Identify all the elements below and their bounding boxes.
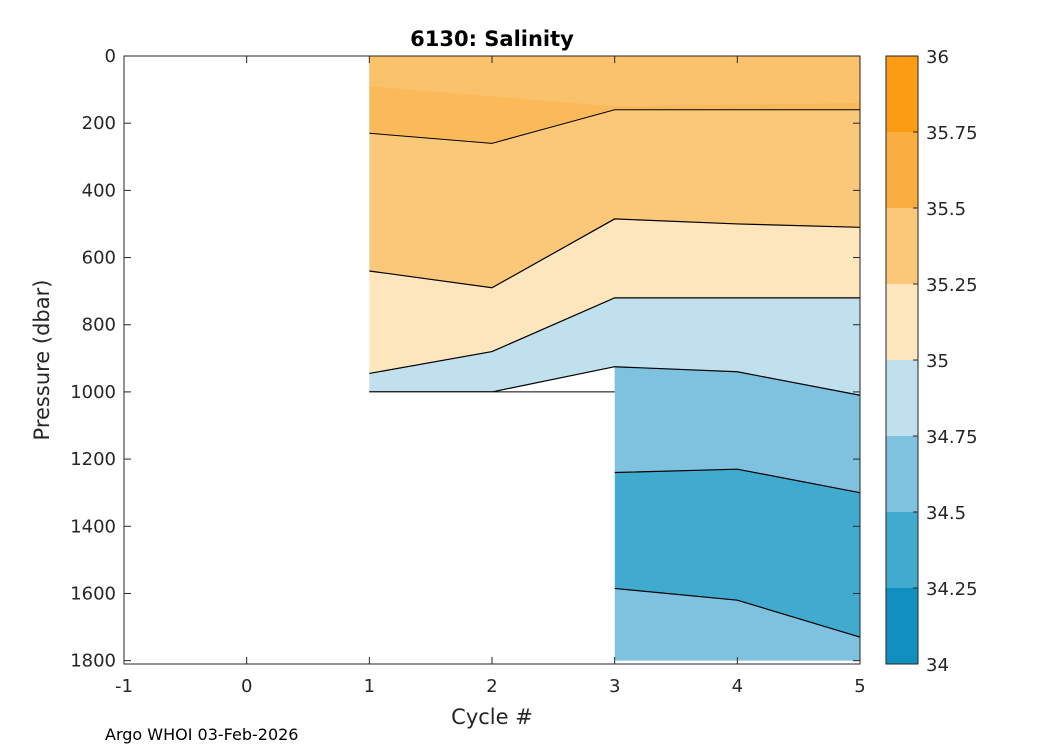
y-axis-ticks: 0 200 400 600 800 1000 1200 1400 1600 1800 [70, 46, 860, 672]
no-data-mask [369, 391, 615, 664]
x-tick-label: 0 [241, 676, 252, 697]
colorbar-segment [886, 284, 918, 360]
x-tick-label: 2 [486, 676, 497, 697]
surface-patch [369, 56, 860, 107]
band-34.5-34.75 [614, 366, 860, 493]
colorbar-tick-label: 36 [926, 47, 949, 68]
colorbar-tick-label: 34 [926, 655, 949, 676]
band-35.0-35.25 [369, 218, 860, 374]
y-axis-label: Pressure (dbar) [30, 280, 54, 441]
y-tick-label: 400 [82, 180, 116, 201]
y-tick-label: 1600 [70, 583, 116, 604]
contour-fill-layer [369, 56, 860, 661]
band-bottom-34.5-34.75 [614, 588, 860, 661]
colorbar-segment [886, 360, 918, 436]
colorbar-tick-label: 34.25 [926, 579, 978, 600]
footer-credit: Argo WHOI 03-Feb-2026 [105, 725, 299, 744]
x-tick-label: 3 [609, 676, 620, 697]
contour-line-34.25 [614, 587, 861, 638]
y-tick-label: 0 [105, 46, 116, 67]
colorbar-segment [886, 208, 918, 284]
x-tick-label: 5 [854, 676, 865, 697]
colorbar-segment [886, 132, 918, 208]
colorbar-tick-label: 35.5 [926, 199, 966, 220]
x-tick-label: 1 [364, 676, 375, 697]
chart-title: 6130: Salinity [410, 27, 574, 51]
y-tick-label: 1200 [70, 449, 116, 470]
y-tick-label: 600 [82, 248, 116, 269]
colorbar-tick-label: 35 [926, 351, 949, 372]
colorbar: 34 34.25 34.5 34.75 35 35.25 35.5 35.75 36 [885, 47, 978, 676]
colorbar-tick-label: 34.75 [926, 427, 978, 448]
contour-line-layer [369, 109, 861, 664]
y-tick-label: 1000 [70, 382, 116, 403]
colorbar-tick-label: 35.25 [926, 275, 978, 296]
y-tick-label: 800 [82, 315, 116, 336]
colorbar-segment [886, 436, 918, 512]
colorbar-segment [886, 588, 918, 664]
contour-line-34.5 [614, 468, 861, 494]
colorbar-segment [886, 56, 918, 132]
x-axis-label: Cycle # [451, 705, 533, 729]
band-34.75-35.0 [369, 297, 860, 396]
colorbar-segment [886, 512, 918, 588]
colorbar-tick-label: 34.5 [926, 503, 966, 524]
contour-line-35.25 [369, 218, 861, 289]
x-tick-label: 4 [732, 676, 743, 697]
contour-line-surface [369, 109, 860, 144]
y-tick-label: 1800 [70, 651, 116, 672]
colorbar-tick-label: 35.75 [926, 123, 978, 144]
y-tick-label: 1400 [70, 516, 116, 537]
y-tick-label: 200 [82, 113, 116, 134]
x-tick-label: -1 [115, 676, 133, 697]
band-34.25-34.5 [614, 469, 860, 638]
contour-line-35 [369, 297, 860, 375]
